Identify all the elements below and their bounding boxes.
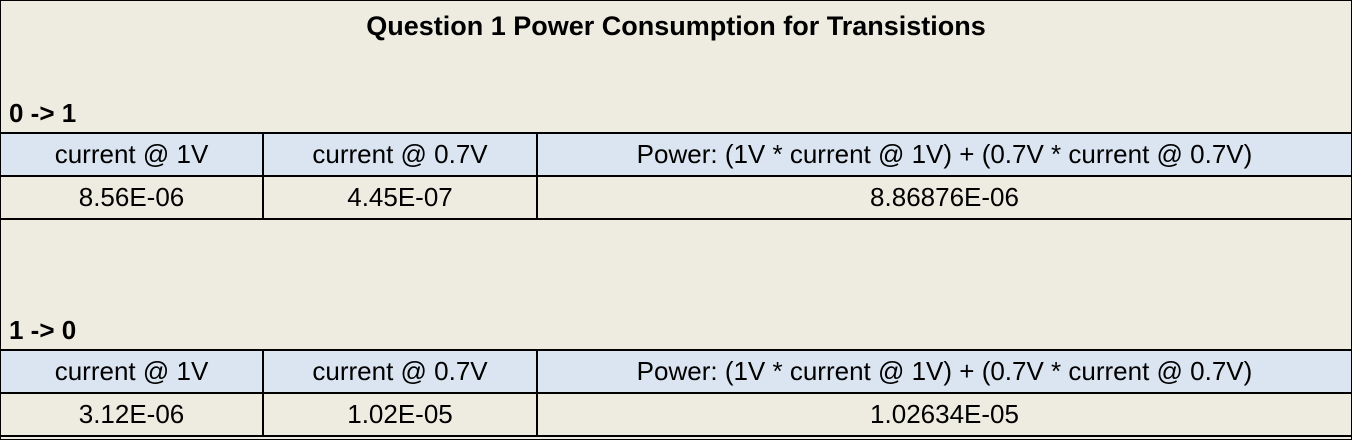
transition-table-1-to-0: current @ 1V current @ 0.7V Power: (1V *… <box>1 349 1351 437</box>
section-label-0-to-1: 0 -> 1 <box>9 98 77 128</box>
header-cell-current-1v[interactable]: current @ 1V <box>1 351 264 392</box>
value-cell-current-0-7v[interactable]: 1.02E-05 <box>264 394 538 435</box>
value-cell-power[interactable]: 8.86876E-06 <box>870 182 1019 212</box>
header-cell-power-formula[interactable]: Power: (1V * current @ 1V) + (0.7V * cur… <box>636 356 1253 386</box>
header-cell-current-0-7v[interactable]: current @ 0.7V <box>264 134 538 175</box>
value-cell-current-1v[interactable]: 8.56E-06 <box>1 177 264 218</box>
header-cell-current-1v[interactable]: current @ 1V <box>1 134 264 175</box>
transition-table-0-to-1: current @ 1V current @ 0.7V Power: (1V *… <box>1 132 1351 220</box>
value-row: 3.12E-06 1.02E-05 1.02634E-05 <box>1 394 1351 437</box>
header-cell-current-0-7v[interactable]: current @ 0.7V <box>264 351 538 392</box>
value-cell-power[interactable]: 1.02634E-05 <box>870 399 1019 429</box>
value-cell-current-0-7v[interactable]: 4.45E-07 <box>264 177 538 218</box>
value-row: 8.56E-06 4.45E-07 8.86876E-06 <box>1 177 1351 220</box>
header-cell-power-formula[interactable]: Power: (1V * current @ 1V) + (0.7V * cur… <box>636 139 1253 169</box>
sheet-title: Question 1 Power Consumption for Transis… <box>366 11 986 41</box>
header-row: current @ 1V current @ 0.7V Power: (1V *… <box>1 351 1351 394</box>
section-label-1-to-0: 1 -> 0 <box>9 315 77 345</box>
header-row: current @ 1V current @ 0.7V Power: (1V *… <box>1 134 1351 177</box>
value-cell-current-1v[interactable]: 3.12E-06 <box>1 394 264 435</box>
